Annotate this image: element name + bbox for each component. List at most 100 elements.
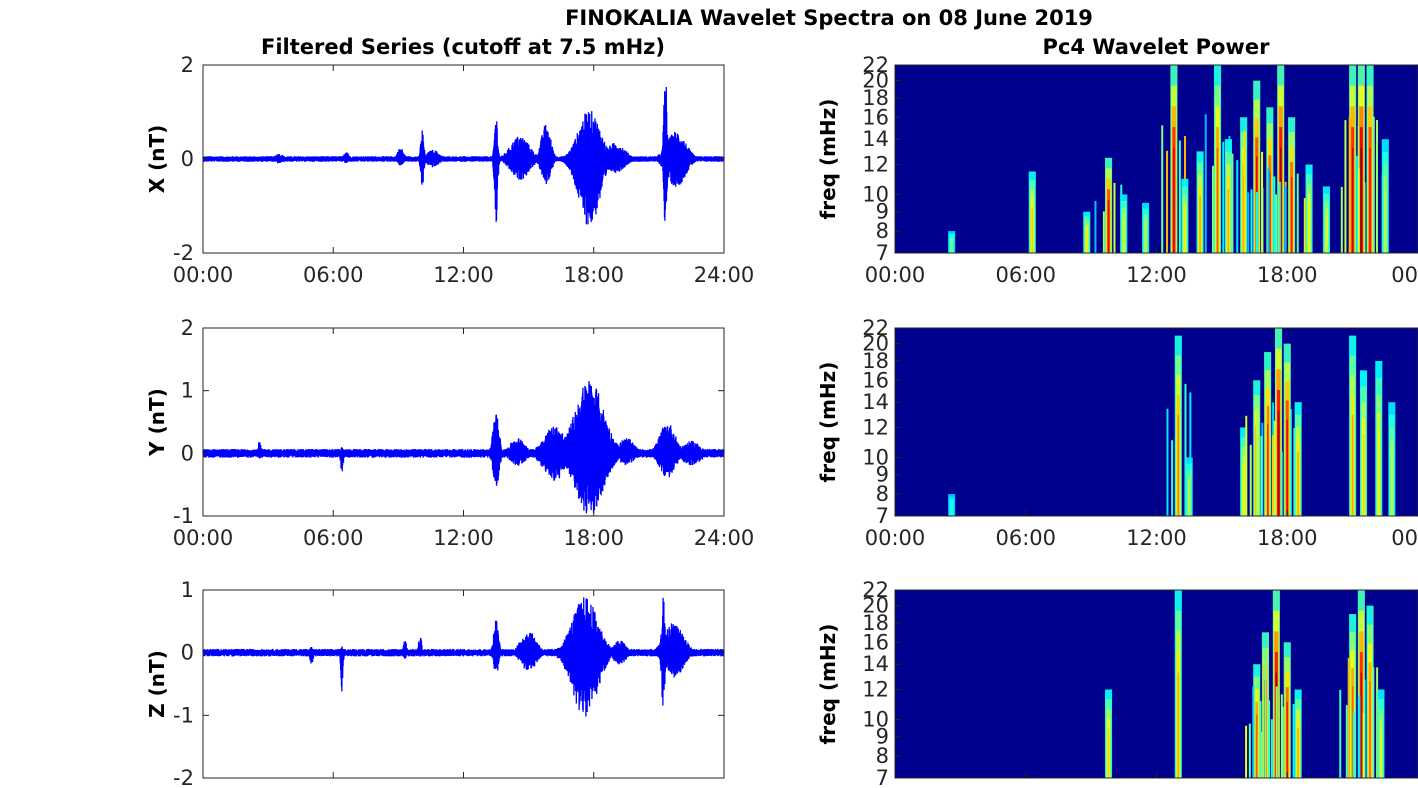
freq-tick-label: 18 bbox=[862, 349, 889, 373]
freq-tick-label: 12 bbox=[862, 153, 889, 177]
heatmap-area bbox=[895, 590, 1418, 778]
ylabel-x: X (nT) bbox=[145, 125, 169, 194]
power-streak bbox=[1120, 194, 1128, 253]
power-streak bbox=[1278, 117, 1306, 253]
freq-tick-label: 7 bbox=[876, 241, 889, 265]
ytick-label: 0 bbox=[181, 441, 194, 465]
power-streak bbox=[948, 494, 956, 516]
freq-tick-label: 12 bbox=[862, 678, 889, 702]
freq-tick-label: 9 bbox=[876, 200, 889, 224]
plot-area bbox=[203, 590, 724, 778]
freq-tick-label: 8 bbox=[876, 219, 889, 243]
power-streak bbox=[1240, 427, 1248, 516]
ytick-label: 2 bbox=[181, 53, 194, 77]
freq-tick-label: 7 bbox=[876, 504, 889, 528]
xtick-label: 06:00 bbox=[303, 263, 364, 287]
power-streak bbox=[1305, 164, 1313, 253]
freq-tick-label: 9 bbox=[876, 725, 889, 749]
xtick-label: 00 bbox=[1391, 526, 1418, 550]
heatmap-area bbox=[895, 328, 1418, 516]
ylabel-freq: freq (mHz) bbox=[816, 624, 840, 745]
freq-tick-label: 12 bbox=[862, 416, 889, 440]
power-streak bbox=[1142, 202, 1150, 253]
ytick-label: -1 bbox=[173, 703, 194, 727]
xtick-label: 18:00 bbox=[563, 526, 624, 550]
series-panel-y: -1 0 1 2 00:00 06:00 12:00 18:00 24:00 Y (nT) bbox=[145, 316, 754, 550]
xtick-label: 06:00 bbox=[995, 526, 1056, 550]
freq-tick-label: 20 bbox=[862, 69, 889, 93]
wavelet-power-title: Pc4 Wavelet Power bbox=[1043, 35, 1271, 59]
xtick-label: 00:00 bbox=[173, 263, 234, 287]
power-streak bbox=[1322, 186, 1331, 253]
xtick-label: 24:00 bbox=[694, 526, 755, 550]
power-streak bbox=[1181, 178, 1189, 253]
freq-tick-label: 9 bbox=[876, 463, 889, 487]
power-streak bbox=[1166, 335, 1192, 516]
xtick-label: 06:00 bbox=[995, 263, 1056, 287]
freq-tick-label: 22 bbox=[862, 316, 889, 340]
signal-trace-z bbox=[202, 597, 725, 717]
freq-tick-label: 20 bbox=[862, 594, 889, 618]
power-streak bbox=[948, 231, 956, 253]
power-streak bbox=[1185, 457, 1193, 516]
freq-tick-label: 16 bbox=[862, 630, 889, 654]
ylabel-y: Y (nT) bbox=[145, 388, 169, 457]
ylabel-freq: freq (mHz) bbox=[816, 99, 840, 220]
heatmap-background bbox=[895, 65, 1418, 253]
power-streak bbox=[1349, 335, 1357, 516]
series-panel-z: -2 -1 0 1 Z (nT) bbox=[145, 578, 725, 788]
xtick-label: 18:00 bbox=[1257, 263, 1318, 287]
xtick-label: 00:00 bbox=[865, 263, 926, 287]
power-streak bbox=[1375, 360, 1383, 516]
filtered-series-title: Filtered Series (cutoff at 7.5 mHz) bbox=[261, 35, 665, 59]
freq-tick-label: 18 bbox=[862, 611, 889, 635]
power-streak bbox=[1377, 689, 1385, 778]
plot-area bbox=[203, 328, 724, 516]
ytick-label: -1 bbox=[173, 504, 194, 528]
power-streak bbox=[1028, 171, 1036, 253]
xtick-label: 24:00 bbox=[694, 263, 755, 287]
xtick-label: 12:00 bbox=[1126, 526, 1187, 550]
ytick-label: -2 bbox=[173, 766, 194, 788]
xtick-label: 18:00 bbox=[1257, 526, 1318, 550]
power-streak bbox=[1294, 689, 1302, 778]
freq-tick-label: 8 bbox=[876, 744, 889, 768]
ylabel-freq: freq (mHz) bbox=[816, 362, 840, 483]
power-streak bbox=[1388, 402, 1396, 516]
power-streak bbox=[1224, 139, 1232, 253]
power-streak bbox=[1294, 402, 1302, 516]
freq-tick-label: 16 bbox=[862, 105, 889, 129]
signal-trace-x bbox=[202, 86, 725, 225]
heatmap-area bbox=[895, 65, 1418, 253]
xtick-label: 18:00 bbox=[563, 263, 624, 287]
heatmap-background bbox=[895, 590, 1418, 778]
heatmap-background bbox=[895, 328, 1418, 516]
xtick-label: 00:00 bbox=[173, 526, 234, 550]
ytick-label: 0 bbox=[181, 147, 194, 171]
freq-tick-label: 14 bbox=[862, 127, 889, 151]
power-streak bbox=[1105, 689, 1113, 778]
freq-tick-label: 22 bbox=[862, 53, 889, 77]
xtick-label: 06:00 bbox=[303, 526, 364, 550]
xtick-label: 00:00 bbox=[865, 526, 926, 550]
power-streak bbox=[1196, 151, 1204, 253]
ytick-label: 2 bbox=[181, 316, 194, 340]
freq-tick-label: 14 bbox=[862, 390, 889, 414]
figure-title: FINOKALIA Wavelet Spectra on 08 June 201… bbox=[565, 6, 1093, 30]
freq-tick-label: 22 bbox=[862, 578, 889, 602]
freq-tick-label: 10 bbox=[862, 445, 889, 469]
freq-tick-label: 14 bbox=[862, 652, 889, 676]
signal-trace-y bbox=[202, 381, 725, 514]
freq-tick-label: 10 bbox=[862, 182, 889, 206]
xtick-label: 12:00 bbox=[1126, 263, 1187, 287]
xtick-label: 12:00 bbox=[433, 263, 494, 287]
freq-tick-label: 16 bbox=[862, 368, 889, 392]
power-streak bbox=[1381, 139, 1389, 253]
ytick-label: 1 bbox=[181, 379, 194, 403]
power-streak bbox=[1359, 370, 1368, 516]
xtick-label: 00 bbox=[1391, 263, 1418, 287]
